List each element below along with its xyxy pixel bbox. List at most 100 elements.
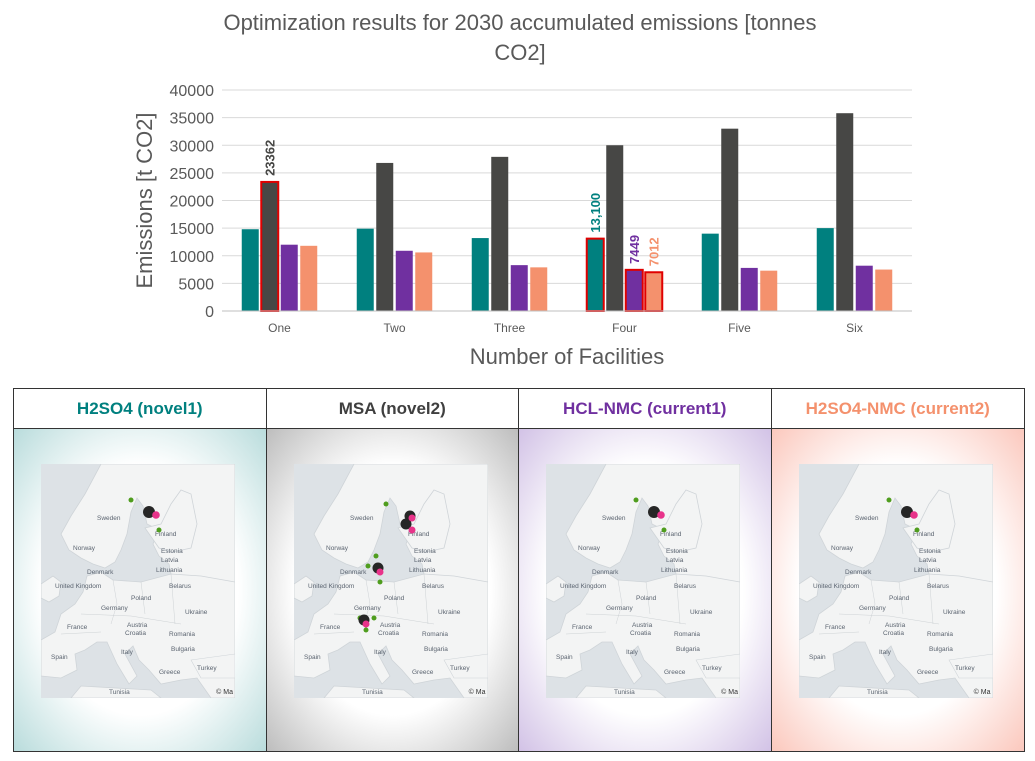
map-label-tunisia: Tunisia	[867, 689, 888, 696]
map-label-romania: Romania	[674, 631, 700, 638]
facility-highlight-dot	[152, 511, 160, 519]
map-attribution: © Ma	[973, 689, 991, 696]
map-label-france: France	[320, 624, 341, 631]
map-label-uk: United Kingdom	[560, 583, 606, 590]
candidate-site-dot	[371, 615, 376, 621]
map-label-sweden: Sweden	[97, 515, 121, 522]
bar	[241, 229, 259, 311]
map-label-belarus: Belarus	[927, 583, 950, 590]
candidate-site-dot	[363, 627, 368, 633]
bar	[356, 228, 374, 311]
facility-highlight-dot	[408, 526, 415, 534]
map-label-denmark: Denmark	[87, 569, 114, 576]
candidate-site-dot	[373, 553, 378, 559]
bar	[701, 233, 719, 311]
map-label-norway: Norway	[831, 545, 854, 552]
map-label-ukraine: Ukraine	[438, 609, 461, 616]
map-label-ukraine: Ukraine	[690, 609, 713, 616]
map-label-uk: United Kingdom	[55, 583, 101, 590]
map-label-denmark: Denmark	[340, 569, 367, 576]
map-label-latvia: Latvia	[414, 557, 432, 564]
map-label-lithuania: Lithuania	[914, 567, 941, 574]
facility-location-map[interactable]: Sweden Finland Norway Estonia Latvia Lithuani…	[293, 464, 488, 698]
candidate-site-dot	[914, 527, 919, 533]
x-tick-label: Six	[846, 321, 863, 335]
data-label: 13,100	[588, 193, 603, 233]
data-label: 7012	[647, 237, 662, 266]
bar	[510, 265, 528, 311]
map-label-latvia: Latvia	[161, 557, 179, 564]
map-label-france: France	[67, 624, 88, 631]
map-label-lithuania: Lithuania	[409, 567, 436, 574]
map-label-turkey: Turkey	[955, 665, 975, 672]
bar	[816, 228, 834, 311]
panel-map-area: Sweden Finland Norway Estonia Latvia Lithuani…	[14, 429, 267, 751]
map-label-spain: Spain	[809, 654, 826, 661]
bar	[260, 180, 280, 312]
map-label-bulgaria: Bulgaria	[929, 646, 953, 653]
map-label-norway: Norway	[73, 545, 96, 552]
map-label-finland: Finland	[913, 531, 935, 538]
map-label-tunisia: Tunisia	[362, 689, 383, 696]
candidate-site-dot	[383, 501, 388, 507]
map-label-romania: Romania	[169, 631, 195, 638]
map-label-turkey: Turkey	[197, 665, 217, 672]
bar	[415, 252, 433, 311]
panel-map-area: Sweden Finland Norway Estonia Latvia Lithuani…	[771, 429, 1024, 751]
map-label-france: France	[572, 624, 593, 631]
map-label-france: France	[825, 624, 846, 631]
facility-location-map[interactable]: Sweden Finland Norway Estonia Latvia Lithuani…	[546, 464, 740, 698]
map-attribution: © Ma	[468, 689, 486, 696]
facility-highlight-dot	[657, 511, 665, 519]
facility-location-map[interactable]: Sweden Finland Norway Estonia Latvia Lithuani…	[798, 464, 993, 698]
facility-dot	[143, 506, 155, 518]
map-label-austria: Austria	[632, 622, 653, 629]
map-label-sweden: Sweden	[350, 515, 374, 522]
data-label: 7449	[627, 235, 642, 264]
facility-location-map[interactable]: Sweden Finland Norway Estonia Latvia Lithuani…	[41, 464, 235, 698]
map-label-greece: Greece	[664, 669, 686, 676]
map-label-denmark: Denmark	[592, 569, 619, 576]
map-label-greece: Greece	[917, 669, 939, 676]
bar	[875, 269, 893, 311]
bar	[760, 270, 778, 311]
data-label: 23362	[263, 140, 278, 176]
bar	[644, 271, 664, 312]
x-tick-label: Three	[494, 321, 526, 335]
map-label-poland: Poland	[636, 595, 657, 602]
map-label-italy: Italy	[879, 649, 892, 656]
bar	[376, 162, 394, 311]
map-label-sweden: Sweden	[855, 515, 879, 522]
map-attribution: © Ma	[721, 689, 738, 696]
map-label-norway: Norway	[578, 545, 601, 552]
map-label-greece: Greece	[412, 669, 434, 676]
chart-title-line-2: CO2]	[494, 40, 546, 65]
panel-title: H2SO4-NMC (current2)	[771, 389, 1024, 429]
facility-highlight-dot	[408, 514, 415, 522]
panel-title: MSA (novel2)	[266, 389, 519, 429]
map-label-croatia: Croatia	[883, 630, 904, 637]
map-label-finland: Finland	[408, 531, 430, 538]
bar	[606, 145, 624, 311]
map-label-tunisia: Tunisia	[109, 689, 130, 696]
map-label-turkey: Turkey	[450, 665, 470, 672]
x-axis-label: Number of Facilities	[470, 344, 664, 369]
map-label-estonia: Estonia	[161, 548, 183, 555]
facility-map-panels: H2SO4 (novel1) MSA (novel2) HCL-NMC (curre…	[13, 388, 1025, 752]
map-label-bulgaria: Bulgaria	[676, 646, 700, 653]
map-label-latvia: Latvia	[666, 557, 684, 564]
x-tick-label: Two	[383, 321, 405, 335]
facility-dot	[648, 506, 660, 518]
map-label-germany: Germany	[101, 605, 128, 612]
bar	[740, 267, 758, 311]
bar	[585, 237, 605, 312]
candidate-site-dot	[128, 497, 134, 503]
map-label-lithuania: Lithuania	[661, 567, 688, 574]
bar	[300, 245, 318, 311]
map-label-sweden: Sweden	[602, 515, 626, 522]
x-tick-label: Four	[612, 321, 637, 335]
panel-map-area: Sweden Finland Norway Estonia Latvia Lithuani…	[519, 429, 772, 751]
map-label-belarus: Belarus	[674, 583, 697, 590]
map-label-lithuania: Lithuania	[156, 567, 183, 574]
y-tick-label: 0	[205, 304, 214, 321]
